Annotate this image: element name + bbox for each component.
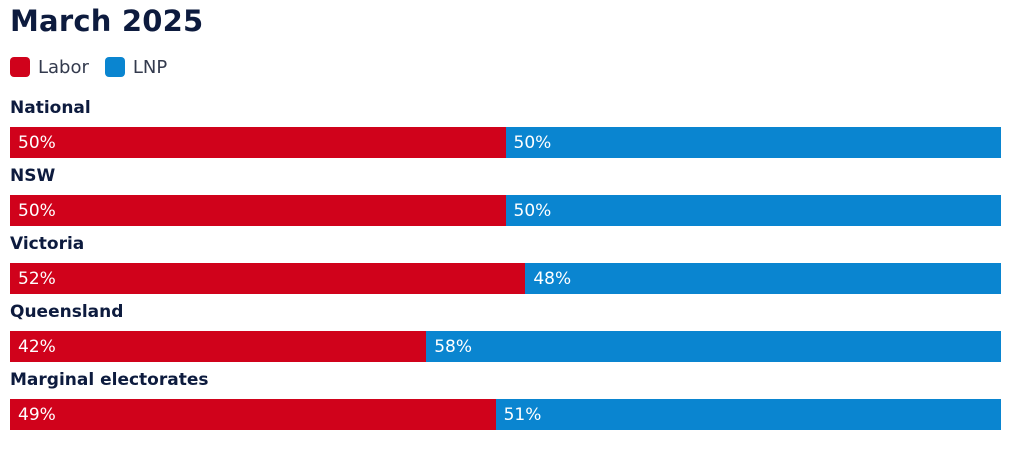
bar-segment-lnp: 50% — [505, 195, 1001, 226]
category-label: NSW — [10, 166, 56, 186]
category-label: Victoria — [10, 234, 85, 254]
data-label-labor: 50% — [18, 132, 56, 153]
stacked-bar: 52% 48% — [10, 263, 1001, 294]
data-label-lnp: 50% — [513, 200, 552, 221]
bar-segment-labor: 52% — [10, 263, 526, 294]
bar-segment-labor: 49% — [10, 399, 496, 430]
data-label-labor: 52% — [18, 268, 56, 289]
chart-legend: Labor LNP — [10, 55, 183, 79]
legend-item-lnp: LNP — [104, 56, 168, 78]
row-nsw: NSW 50% 50% — [10, 164, 1002, 232]
row-national: National 50% 50% — [10, 96, 1002, 164]
data-label-lnp: 50% — [513, 132, 552, 153]
data-label-labor: 42% — [18, 336, 56, 357]
legend-label-labor: Labor — [38, 56, 89, 78]
category-label: National — [10, 98, 91, 118]
legend-item-labor: Labor — [10, 57, 89, 78]
data-label-labor: 49% — [18, 404, 56, 425]
category-label: Queensland — [10, 302, 124, 322]
bar-segment-labor: 50% — [10, 127, 506, 158]
legend-swatch-labor — [10, 57, 30, 77]
bar-segment-lnp: 58% — [426, 331, 1001, 362]
legend-label-lnp: LNP — [132, 56, 168, 78]
row-queensland: Queensland 42% 58% — [10, 300, 1002, 368]
bar-segment-lnp: 48% — [525, 263, 1001, 294]
data-label-lnp: 48% — [533, 268, 572, 289]
chart-title: March 2025 — [10, 4, 204, 38]
stacked-bar: 50% 50% — [10, 195, 1001, 226]
chart-rows: National 50% 50% NSW 50% 50% Victoria 52% 48% Que… — [10, 96, 1002, 436]
data-label-lnp: 51% — [503, 404, 542, 425]
stacked-bar: 49% 51% — [10, 399, 1001, 430]
legend-swatch-lnp — [104, 57, 125, 77]
bar-segment-labor: 42% — [10, 331, 427, 362]
stacked-bar: 50% 50% — [10, 127, 1001, 158]
bar-segment-labor: 50% — [10, 195, 506, 226]
data-label-labor: 50% — [18, 200, 56, 221]
stacked-bar: 42% 58% — [10, 331, 1001, 362]
data-label-lnp: 58% — [434, 336, 473, 357]
bar-segment-lnp: 50% — [505, 127, 1001, 158]
bar-segment-lnp: 51% — [495, 399, 1001, 430]
row-marginal-electorates: Marginal electorates 49% 51% — [10, 368, 1002, 436]
row-victoria: Victoria 52% 48% — [10, 232, 1002, 300]
category-label: Marginal electorates — [10, 370, 209, 390]
